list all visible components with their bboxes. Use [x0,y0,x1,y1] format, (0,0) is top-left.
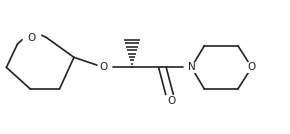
Text: O: O [167,96,175,105]
Text: O: O [28,33,36,42]
Text: O: O [100,62,108,72]
Text: N: N [188,62,195,72]
Text: O: O [248,62,256,72]
